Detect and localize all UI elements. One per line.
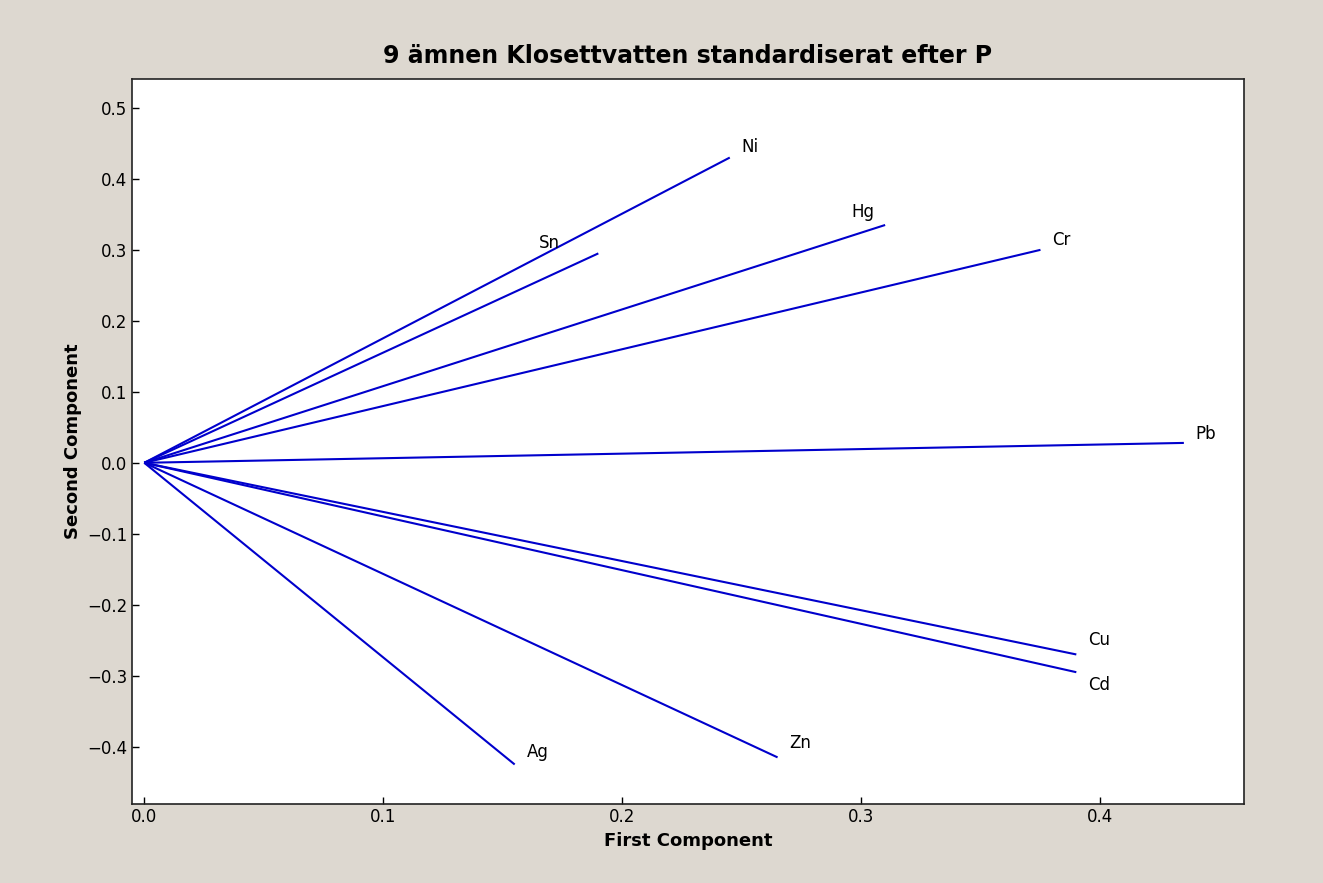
Text: Cd: Cd (1089, 675, 1110, 694)
Text: Cu: Cu (1089, 631, 1110, 650)
Text: Hg: Hg (852, 203, 875, 222)
X-axis label: First Component: First Component (603, 832, 773, 850)
Title: 9 ämnen Klosettvatten standardiserat efter P: 9 ämnen Klosettvatten standardiserat eft… (384, 44, 992, 68)
Y-axis label: Second Component: Second Component (64, 343, 82, 540)
Text: Cr: Cr (1052, 231, 1070, 249)
Text: Ag: Ag (527, 743, 549, 761)
Text: Sn: Sn (538, 234, 560, 252)
Text: Zn: Zn (790, 735, 811, 752)
Text: Pb: Pb (1196, 425, 1216, 443)
Text: Ni: Ni (742, 138, 759, 156)
